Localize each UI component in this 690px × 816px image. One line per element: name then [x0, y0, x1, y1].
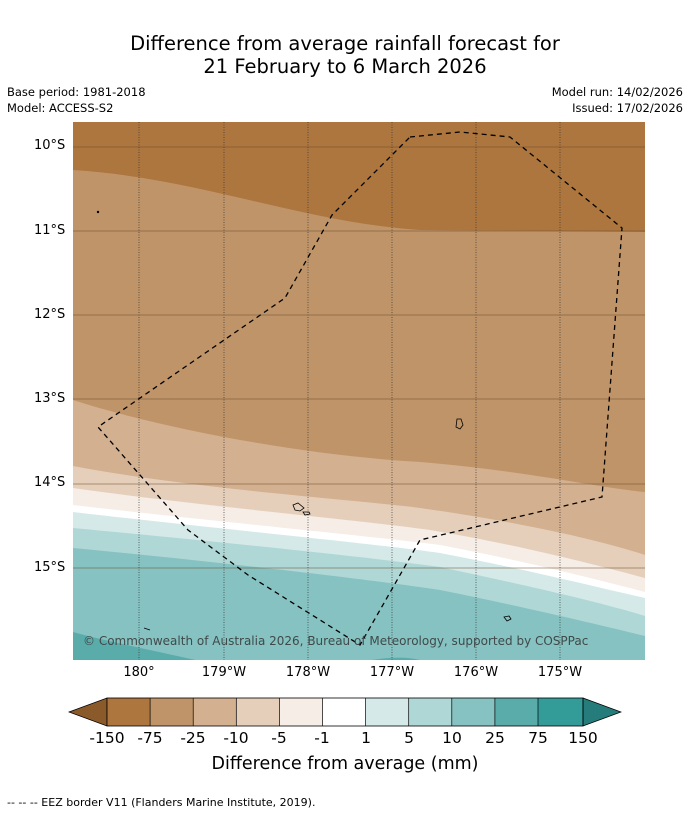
- colorbar-label-1: -150: [89, 729, 125, 747]
- colorbar-box-3: [193, 698, 237, 726]
- issued-date: Issued: 17/02/2026: [572, 101, 683, 115]
- lon-label-179w: 179°W: [201, 665, 247, 680]
- colorbar-title: Difference from average (mm): [211, 754, 479, 774]
- colorbar-label-9: 10: [442, 729, 462, 747]
- colorbar-label-10: 25: [485, 729, 505, 747]
- island-east: [455, 418, 464, 430]
- eez-border: [97, 131, 623, 646]
- island-southwest: [143, 627, 151, 631]
- colorbar-label-11: 75: [528, 729, 548, 747]
- colorbar-box-6: [322, 698, 366, 726]
- colorbar-high-extend: [582, 697, 623, 727]
- lat-label-13s: 13°S: [34, 391, 66, 406]
- model-name: Model: ACCESS-S2: [7, 101, 114, 115]
- colorbar-box-2: [150, 698, 194, 726]
- colorbar-label-7: 1: [361, 729, 371, 747]
- copyright-notice: © Commonwealth of Australia 2026, Bureau…: [83, 634, 589, 648]
- band-25-to-75-b: [372, 657, 421, 660]
- colorbar-box-5: [279, 698, 323, 726]
- colorbar-label-12: 150: [568, 729, 598, 747]
- lon-label-175w: 175°W: [537, 665, 583, 680]
- colorbar: [67, 697, 623, 727]
- colorbar-box-11: [538, 698, 583, 726]
- lat-label-14s: 14°S: [34, 475, 66, 490]
- colorbar-box-7: [365, 698, 409, 726]
- rainfall-bands: [73, 122, 645, 660]
- lon-label-177w: 177°W: [369, 665, 415, 680]
- band-10-to-25: [73, 548, 645, 660]
- colorbar-box-4: [236, 698, 280, 726]
- lat-label-15s: 15°S: [34, 560, 66, 575]
- colorbar-label-3: -25: [180, 729, 206, 747]
- island-south-a: [292, 502, 305, 512]
- eez-footnote: -- -- -- EEZ border V11 (Flanders Marine…: [7, 796, 316, 809]
- title-line-2: 21 February to 6 March 2026: [203, 55, 487, 78]
- graticule: [73, 122, 645, 660]
- island-southeast: [503, 615, 512, 622]
- colorbar-label-2: -75: [137, 729, 163, 747]
- island-south-b: [302, 511, 311, 516]
- model-run: Model run: 14/02/2026: [551, 85, 683, 99]
- colorbar-label-8: 5: [404, 729, 414, 747]
- colorbar-frame: [106, 697, 584, 727]
- title-line-1: Difference from average rainfall forecas…: [130, 32, 560, 55]
- colorbar-label-6: -1: [314, 729, 330, 747]
- lon-label-176w: 176°W: [453, 665, 499, 680]
- colorbar-box-10: [494, 698, 538, 726]
- lat-label-11s: 11°S: [34, 223, 66, 238]
- colorbar-low-extend: [67, 697, 108, 727]
- lat-label-12s: 12°S: [34, 307, 66, 322]
- colorbar-box-9: [451, 698, 495, 726]
- colorbar-label-5: -5: [271, 729, 287, 747]
- island-northwest: [96, 210, 100, 214]
- lat-label-10s: 10°S: [34, 138, 66, 153]
- colorbar-label-4: -10: [223, 729, 249, 747]
- colorbar-box-8: [408, 698, 452, 726]
- base-period: Base period: 1981-2018: [7, 85, 146, 99]
- colorbar-box-1: [107, 698, 151, 726]
- lon-label-178w: 178°W: [285, 665, 331, 680]
- islands: [96, 210, 512, 631]
- lon-label-180: 180°: [123, 665, 155, 680]
- band-25-to-75: [73, 632, 196, 660]
